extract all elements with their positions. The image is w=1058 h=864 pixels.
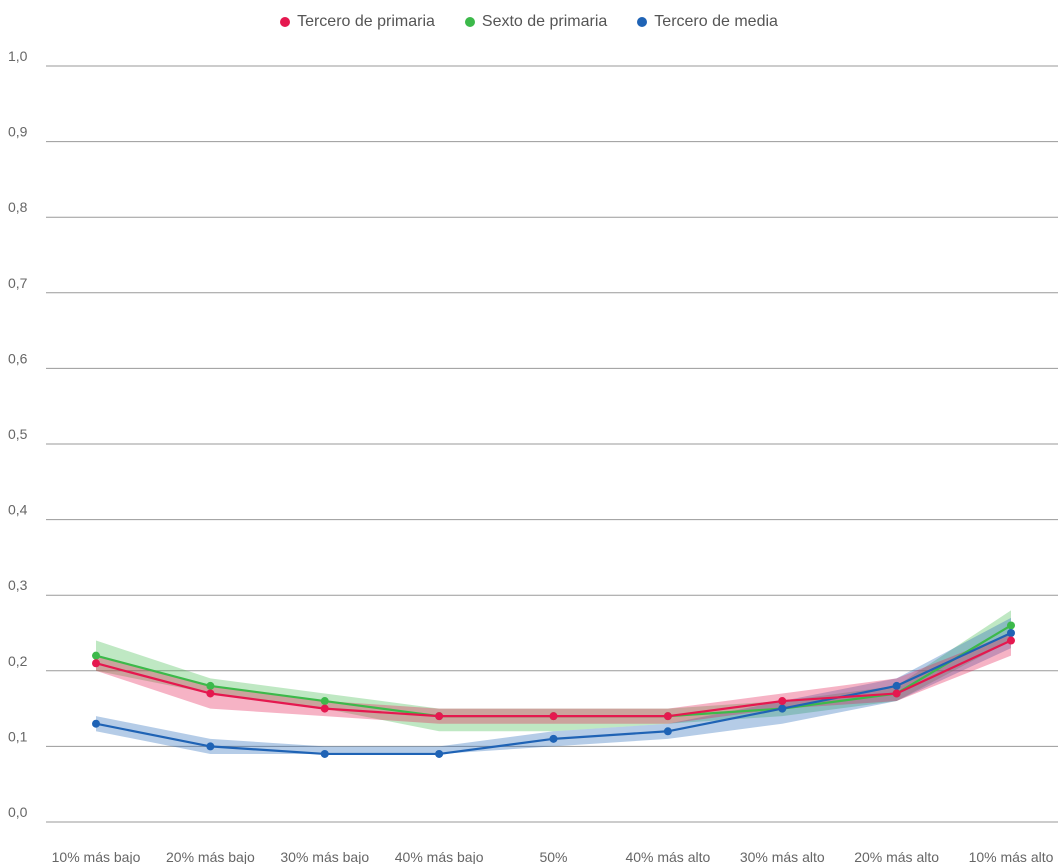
legend-dot-icon [280,17,291,27]
data-point [206,742,215,751]
data-point [778,697,787,706]
data-point [435,749,444,758]
data-point [1007,636,1015,645]
data-point [778,704,787,713]
data-point [320,697,329,706]
y-tick-label: 0,3 [8,577,28,593]
confidence-band [96,633,1011,724]
x-tick-label: 40% más alto [625,849,710,864]
legend-item: Tercero de media [637,13,778,31]
y-tick-label: 0,1 [8,728,28,744]
legend-item: Sexto de primaria [464,13,608,31]
confidence-band [96,617,1011,754]
y-tick-label: 0,5 [8,426,28,442]
x-tick-label: 30% más bajo [280,849,369,864]
data-point [549,712,558,721]
legend-label: Tercero de media [654,13,778,30]
data-point [320,749,329,758]
y-tick-label: 0,6 [8,350,28,366]
x-tick-label: 50% [539,849,567,864]
y-tick-label: 0,9 [8,124,28,140]
legend-item: Tercero de primaria [280,13,435,31]
data-point [320,704,329,713]
legend-label: Sexto de primaria [481,13,608,30]
legend: Tercero de primaria Sexto de primaria Terc… [0,13,1058,31]
y-tick-label: 0,4 [8,502,28,518]
legend-label: Tercero de primaria [297,13,435,30]
data-point [1007,629,1015,637]
data-point [663,712,672,721]
x-tick-label: 10% más bajo [52,849,141,864]
x-tick-label: 10% más alto [969,849,1054,864]
data-point [92,651,100,660]
y-tick-label: 1,0 [8,48,28,64]
data-point [1007,621,1015,630]
data-point [435,712,444,721]
data-point [892,681,901,690]
data-point [663,727,672,736]
x-tick-label: 30% más alto [740,849,825,864]
legend-dot-icon [637,17,648,27]
y-tick-label: 0,7 [8,275,28,291]
data-point [549,734,558,743]
data-point [92,719,100,728]
legend-dot-icon [464,17,475,27]
x-tick-label: 20% más bajo [166,849,255,864]
x-tick-label: 40% más bajo [395,849,484,864]
data-point [206,689,215,698]
y-tick-label: 0,8 [8,199,28,215]
data-point [92,659,100,668]
data-point [206,681,215,690]
data-point [892,689,901,698]
y-tick-label: 0,2 [8,653,28,669]
y-tick-label: 0,0 [8,804,28,820]
x-tick-label: 20% más alto [854,849,939,864]
